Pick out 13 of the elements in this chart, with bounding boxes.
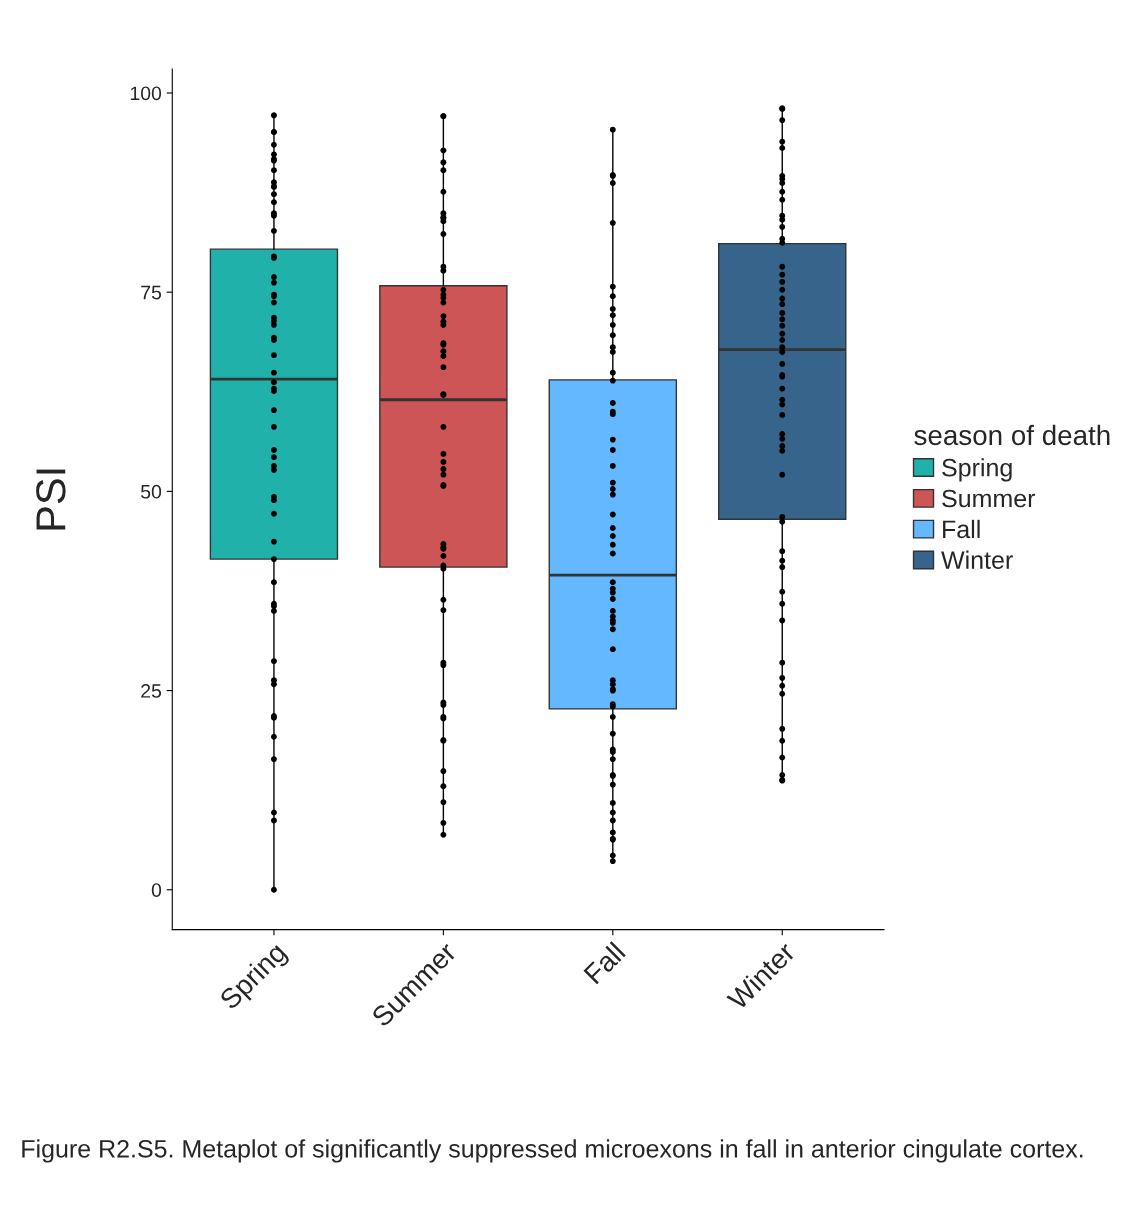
legend-label: Fall — [943, 519, 980, 539]
y-tick-label: 75 — [141, 285, 162, 300]
y-tick-label: 100 — [130, 86, 162, 101]
y-tick-label: 50 — [141, 484, 162, 499]
legend-title: season of death — [914, 424, 1110, 446]
legend-label: Winter — [941, 550, 1013, 569]
legend-label: Spring — [942, 458, 1012, 482]
y-axis-title: PSI — [36, 469, 66, 530]
x-tick-label: Fall — [582, 941, 626, 985]
y-tick-label: 25 — [141, 684, 162, 698]
legend-label: Summer — [942, 489, 1036, 508]
caption: Figure R2.S5. Metaplot of significantly suppressed microexons in fall in anterior cingulate cortex. — [22, 1139, 1083, 1163]
y-tick-label: 0 — [151, 883, 162, 897]
